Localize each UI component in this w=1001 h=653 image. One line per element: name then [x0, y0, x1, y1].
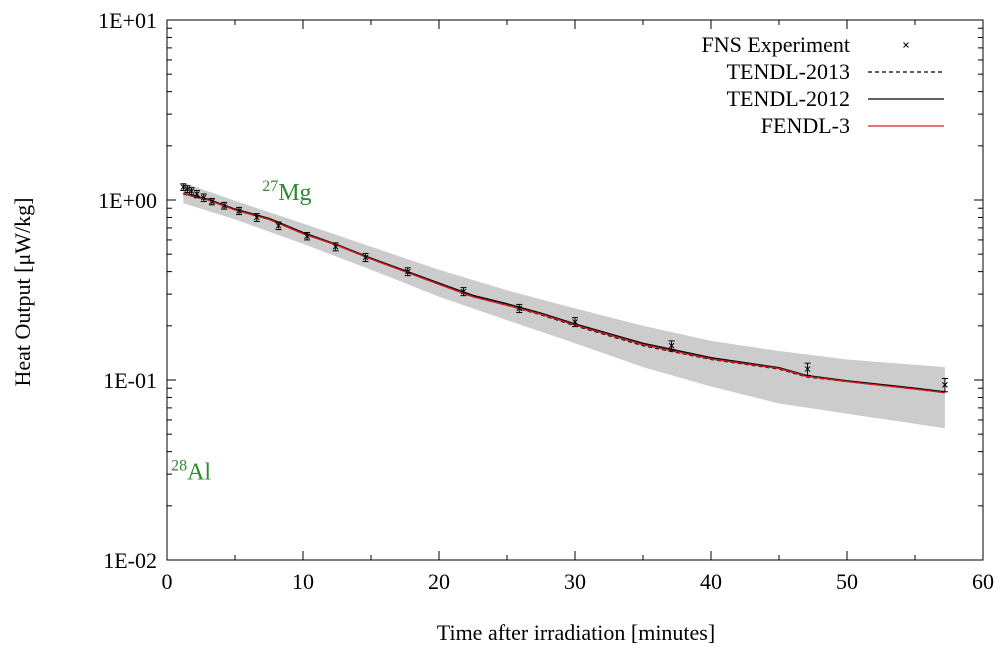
experiment-point	[208, 197, 215, 206]
legend-label: TENDL-2013	[727, 59, 850, 84]
legend-label: FENDL-3	[761, 113, 850, 138]
plot-frame	[166, 19, 984, 561]
marker-stroke-b	[209, 198, 215, 205]
y-axis-title: Heat Output [μW/kg]	[10, 198, 35, 387]
experiment-point	[275, 221, 282, 231]
experiment-point	[460, 287, 467, 297]
experiment-point	[193, 189, 200, 199]
experiment-point	[304, 231, 311, 241]
marker-stroke-b	[200, 194, 207, 201]
experiment-point	[180, 183, 187, 191]
marker-stroke-b	[194, 191, 200, 197]
isotope-symbol: Mg	[278, 180, 311, 206]
marker-stroke-b	[572, 319, 578, 325]
marker-stroke-b	[221, 202, 227, 209]
series-line-tendl-2012	[183, 192, 945, 393]
legend-entry: FENDL-3	[761, 113, 944, 138]
y-tick-label: 1E+00	[98, 188, 157, 213]
marker-stroke-b	[236, 208, 242, 214]
marker-stroke-b	[804, 366, 811, 372]
series-layer	[183, 192, 945, 394]
series-line-fendl-3	[183, 192, 945, 394]
marker-stroke-b	[668, 342, 675, 349]
experiment-point	[188, 187, 195, 196]
annotations-layer: 27Mg 28Al	[171, 178, 311, 486]
uncertainty-band-layer	[183, 182, 945, 429]
x-tick-label: 0	[162, 569, 173, 594]
legend-entry: TENDL-2012	[727, 86, 944, 111]
marker-stroke-b	[942, 381, 948, 388]
x-tick-label: 60	[972, 569, 994, 594]
isotope-symbol: Al	[187, 460, 211, 486]
x-tick-label: 30	[564, 569, 586, 594]
marker-stroke-b	[188, 188, 195, 194]
experiment-point	[200, 193, 207, 203]
isotope-mass-number: 28	[171, 458, 187, 475]
y-tick-label: 1E-02	[103, 548, 157, 573]
legend-label: TENDL-2012	[727, 86, 850, 111]
experiment-point	[404, 267, 411, 277]
experiment-point	[516, 303, 523, 314]
legend-entry: FNS Experiment	[702, 32, 909, 57]
legend: FNS ExperimentTENDL-2013TENDL-2012FENDL-…	[702, 32, 944, 138]
experiment-point	[253, 213, 260, 222]
x-tick-label: 40	[700, 569, 722, 594]
experiment-points-layer	[180, 183, 948, 393]
experiment-point	[221, 201, 228, 210]
isotope-mass-number: 27	[262, 178, 278, 195]
experiment-point	[236, 206, 243, 216]
marker-stroke-b	[516, 305, 523, 312]
legend-marker-b	[903, 42, 909, 48]
uncertainty-band	[183, 182, 945, 429]
marker-stroke-b	[460, 288, 467, 295]
axes-layer: 0 10 20 30 40 50 60 1E-02 1E-01 1E+00 1E+01	[98, 8, 994, 594]
x-tick-label: 10	[292, 569, 314, 594]
marker-stroke-b	[404, 268, 411, 275]
experiment-point	[332, 242, 339, 252]
isotope-label-mg: 27Mg	[262, 178, 311, 206]
isotope-label-al: 28Al	[171, 458, 211, 486]
marker-stroke-b	[304, 233, 310, 239]
marker-stroke-b	[275, 222, 282, 229]
x-tick-label: 20	[428, 569, 450, 594]
x-tick-label: 50	[836, 569, 858, 594]
marker-stroke-b	[362, 254, 369, 261]
y-tick-label: 1E-01	[103, 368, 157, 393]
experiment-point	[362, 252, 369, 263]
y-tick-label: 1E+01	[98, 8, 157, 33]
experiment-point	[668, 340, 675, 352]
x-axis-title: Time after irradiation [minutes]	[437, 620, 715, 645]
marker-stroke-b	[332, 243, 339, 250]
experiment-point	[804, 362, 811, 376]
experiment-point	[572, 317, 578, 328]
legend-entry: TENDL-2013	[727, 59, 944, 84]
legend-label: FNS Experiment	[702, 32, 851, 57]
experiment-point	[941, 377, 948, 393]
marker-stroke-b	[253, 214, 260, 221]
